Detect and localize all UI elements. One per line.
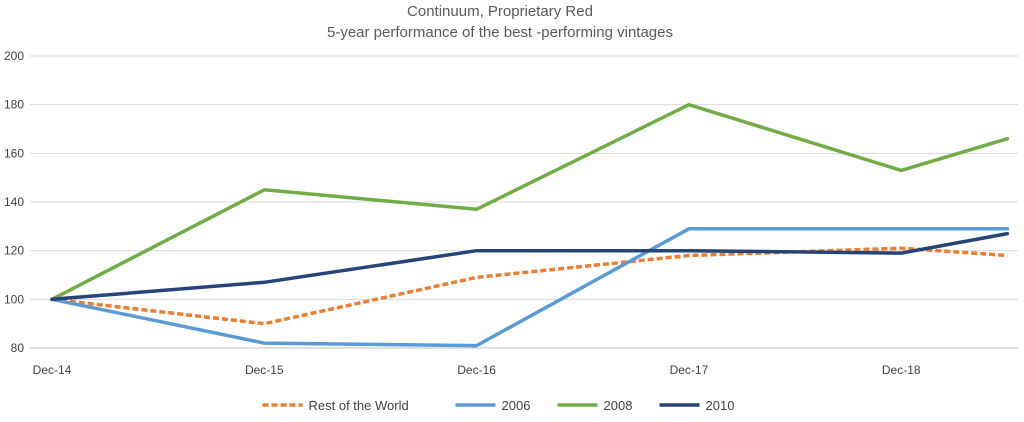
legend-label: 2006 <box>502 398 531 413</box>
x-tick-label: Dec-15 <box>245 363 284 377</box>
y-tick-label: 120 <box>4 244 24 258</box>
y-tick-label: 200 <box>4 49 24 63</box>
legend-item-3: 2010 <box>659 398 735 413</box>
y-tick-label: 80 <box>11 341 25 355</box>
x-tick-label: Dec-18 <box>882 363 921 377</box>
x-tick-label: Dec-14 <box>33 363 72 377</box>
legend-label: 2008 <box>604 398 633 413</box>
legend-item-1: 2006 <box>455 398 531 413</box>
chart-title: Continuum, Proprietary Red <box>407 3 593 20</box>
y-tick-label: 160 <box>4 146 24 160</box>
y-tick-label: 100 <box>4 292 24 306</box>
legend-item-2: 2008 <box>557 398 633 413</box>
x-tick-label: Dec-17 <box>670 363 709 377</box>
series-line-0 <box>51 246 1008 326</box>
x-tick-label: Dec-16 <box>457 363 496 377</box>
y-tick-label: 180 <box>4 98 24 112</box>
legend-label: 2010 <box>706 398 735 413</box>
y-axis-ticks: 80 100 120 140 160 180 200 <box>4 49 24 355</box>
series-line-1 <box>50 227 1010 348</box>
legend-label: Rest of the World <box>309 398 409 413</box>
legend-item-0: Rest of the World <box>262 398 409 413</box>
series-line-3 <box>50 231 1010 302</box>
chart-subtitle: 5-year performance of the best -performi… <box>327 24 673 41</box>
legend: Rest of the World 2006 2008 2010 <box>262 398 735 413</box>
series-lines <box>50 102 1010 348</box>
series-line-2 <box>50 102 1010 302</box>
x-axis-ticks: Dec-14 Dec-15 Dec-16 Dec-17 Dec-18 <box>33 363 921 377</box>
gridlines <box>30 55 1018 349</box>
y-tick-label: 140 <box>4 195 24 209</box>
